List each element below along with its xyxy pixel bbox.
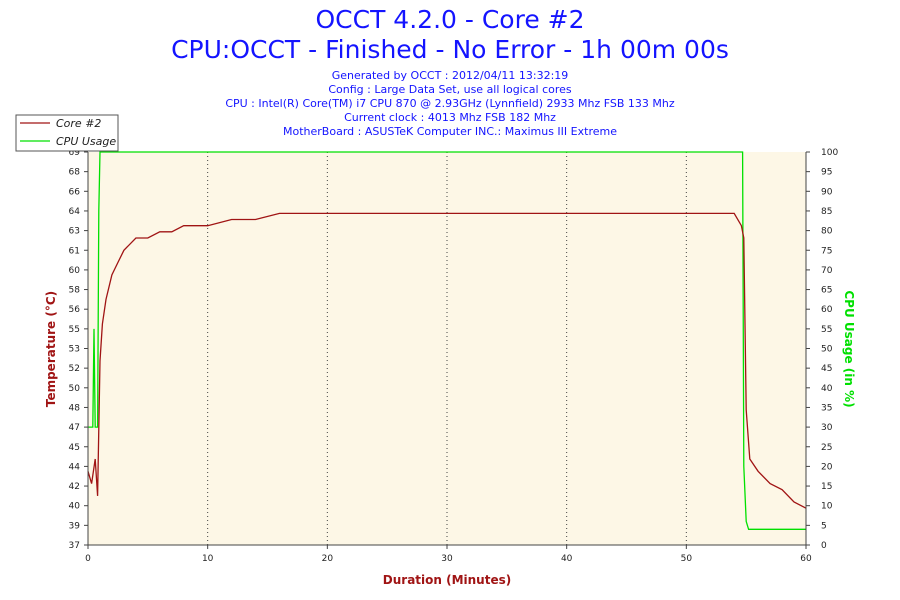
y-tick-label: 66 xyxy=(69,187,81,197)
info-motherboard: MotherBoard : ASUSTeK Computer INC.: Max… xyxy=(283,125,617,138)
y-tick-label: 39 xyxy=(69,521,81,531)
legend-label-core2: Core #2 xyxy=(56,117,101,130)
y2-tick-label: 0 xyxy=(821,541,827,551)
y2-tick-label: 85 xyxy=(821,207,832,217)
tick-labels: 0 10 20 30 40 50 60373940424445474850525355565… xyxy=(69,148,839,564)
y2-tick-label: 40 xyxy=(821,384,833,394)
grid-lines xyxy=(207,152,687,545)
info-config: Config : Large Data Set, use all logical… xyxy=(328,83,572,96)
y-tick-label: 47 xyxy=(69,423,80,433)
series-layer xyxy=(87,151,807,530)
y-tick-label: 52 xyxy=(69,364,80,374)
y-tick-label: 64 xyxy=(69,207,81,217)
x-tick-label: 0 xyxy=(85,554,91,564)
x-axis-title: Duration (Minutes) xyxy=(383,573,511,587)
y2-tick-label: 95 xyxy=(821,168,832,178)
y-tick-label: 60 xyxy=(69,266,81,276)
y2-tick-label: 20 xyxy=(821,462,833,472)
y-tick-label: 53 xyxy=(69,345,80,355)
y2-tick-label: 90 xyxy=(821,187,833,197)
cpu-usage-line xyxy=(88,151,806,530)
legend-box xyxy=(15,114,119,152)
chart-title: OCCT 4.2.0 - Core #2 xyxy=(315,5,585,34)
x-tick-label: 50 xyxy=(681,554,693,564)
y-tick-label: 37 xyxy=(69,541,80,551)
y-tick-label: 45 xyxy=(69,443,80,453)
y-tick-label: 42 xyxy=(69,482,80,492)
y-tick-label: 55 xyxy=(69,325,80,335)
x-tick-label: 40 xyxy=(561,554,573,564)
y-tick-label: 40 xyxy=(69,502,81,512)
y-tick-label: 44 xyxy=(69,462,81,472)
y2-tick-label: 100 xyxy=(821,148,838,158)
legend: Core #2 CPU Usage xyxy=(15,114,119,152)
y2-tick-label: 35 xyxy=(821,403,832,413)
y2-tick-label: 60 xyxy=(821,305,833,315)
y-tick-label: 63 xyxy=(69,227,80,237)
y2-tick-label: 70 xyxy=(821,266,833,276)
y2-tick-label: 25 xyxy=(821,443,832,453)
y2-tick-label: 75 xyxy=(821,246,832,256)
y-tick-label: 68 xyxy=(69,168,81,178)
y-axis-title: Temperature (°C) xyxy=(44,291,58,407)
y2-tick-label: 55 xyxy=(821,325,832,335)
y2-axis-title: CPU Usage (in %) xyxy=(842,290,856,407)
chart-subtitle: CPU:OCCT - Finished - No Error - 1h 00m … xyxy=(171,35,729,64)
y-tick-label: 50 xyxy=(69,384,81,394)
y2-tick-label: 50 xyxy=(821,345,833,355)
y2-tick-label: 5 xyxy=(821,521,827,531)
y-tick-label: 69 xyxy=(69,148,81,158)
y-tick-label: 56 xyxy=(69,305,81,315)
y2-tick-label: 45 xyxy=(821,364,832,374)
y-tick-label: 61 xyxy=(69,246,80,256)
x-tick-label: 20 xyxy=(322,554,334,564)
y-tick-label: 58 xyxy=(69,286,81,296)
y-tick-label: 48 xyxy=(69,403,81,413)
y2-tick-label: 80 xyxy=(821,227,833,237)
info-generated: Generated by OCCT : 2012/04/11 13:32:19 xyxy=(331,69,569,82)
y2-tick-label: 15 xyxy=(821,482,832,492)
legend-label-cpu-usage: CPU Usage xyxy=(56,135,116,148)
x-tick-label: 30 xyxy=(441,554,453,564)
y2-tick-label: 30 xyxy=(821,423,833,433)
y2-tick-label: 65 xyxy=(821,286,832,296)
info-cpu: CPU : Intel(R) Core(TM) i7 CPU 870 @ 2.9… xyxy=(225,97,675,110)
x-tick-label: 10 xyxy=(202,554,214,564)
x-tick-label: 60 xyxy=(800,554,812,564)
info-clock: Current clock : 4013 Mhz FSB 182 Mhz xyxy=(344,111,556,124)
y2-tick-label: 10 xyxy=(821,502,833,512)
temperature-line xyxy=(87,212,807,509)
